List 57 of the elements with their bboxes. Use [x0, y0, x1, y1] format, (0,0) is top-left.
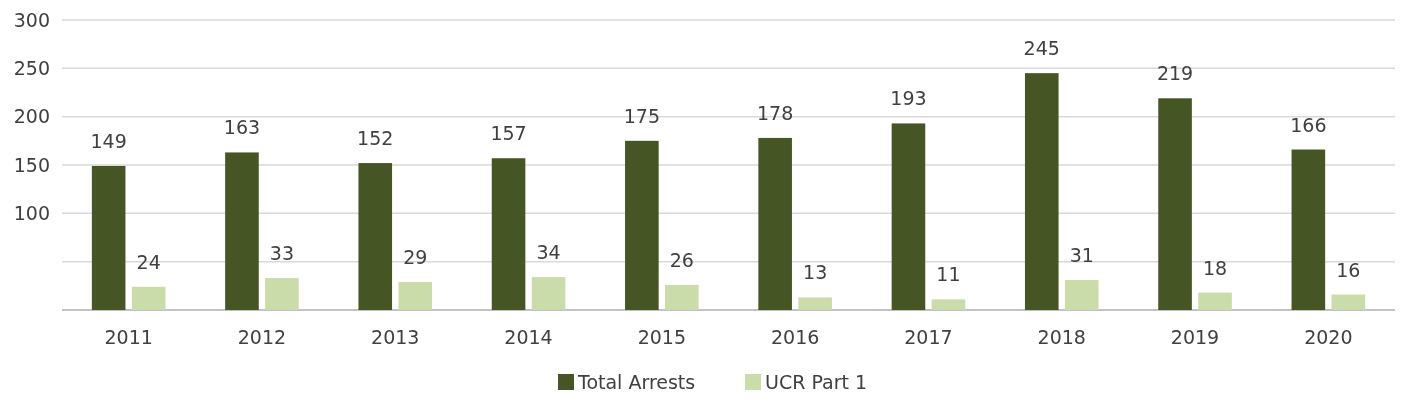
x-tick-label: 2011	[104, 326, 153, 348]
bar	[1331, 294, 1366, 310]
bar	[265, 278, 299, 310]
y-tick-label: 100	[13, 201, 50, 224]
x-tick-label: 2013	[371, 326, 420, 348]
data-label: 175	[623, 104, 660, 127]
x-tick-label: 2012	[237, 326, 287, 348]
data-label: 13	[803, 261, 828, 284]
data-label: 245	[1023, 37, 1060, 60]
x-tick-label: 2015	[637, 326, 687, 348]
bar	[1024, 73, 1059, 310]
data-label: 163	[223, 116, 261, 139]
data-label: 178	[757, 101, 794, 124]
bar	[225, 152, 259, 310]
bar	[398, 281, 433, 310]
bar	[131, 286, 166, 310]
bar	[531, 277, 566, 310]
bar	[358, 163, 393, 310]
data-label: 18	[1202, 256, 1228, 279]
data-label: 193	[890, 87, 927, 110]
data-label: 166	[1290, 113, 1327, 136]
bar	[491, 158, 526, 310]
bar	[665, 284, 699, 310]
data-label: 219	[1156, 62, 1194, 85]
data-label: 11	[936, 263, 961, 286]
data-label: 152	[357, 127, 394, 150]
y-tick-label: 250	[13, 56, 50, 79]
legend-label: UCR Part 1	[765, 370, 868, 393]
bar	[758, 137, 792, 310]
y-tick-label: 150	[13, 153, 50, 176]
bar	[1291, 149, 1326, 310]
bar	[891, 123, 926, 310]
bar	[91, 165, 126, 310]
x-tick-label: 2016	[770, 326, 820, 348]
data-label: 33	[269, 242, 295, 265]
bar	[798, 297, 832, 310]
y-tick-label: 200	[13, 105, 50, 128]
data-label: 31	[1069, 244, 1094, 267]
x-tick-label: 2017	[904, 326, 953, 348]
data-label: 157	[490, 122, 527, 145]
data-label: 149	[90, 129, 127, 152]
y-tick-label: 300	[13, 8, 50, 31]
data-label: 26	[669, 248, 694, 271]
bar	[1158, 98, 1192, 310]
data-label: 16	[1336, 258, 1361, 281]
data-label: 29	[403, 245, 428, 268]
bar	[931, 299, 966, 310]
data-label: 34	[536, 241, 561, 264]
x-tick-label: 2019	[1170, 326, 1220, 348]
bar	[1064, 280, 1099, 310]
x-tick-label: 2020	[1304, 326, 1353, 348]
x-tick-label: 2018	[1037, 326, 1086, 348]
bar	[1198, 292, 1232, 310]
legend-label: Total Arrests	[577, 370, 696, 393]
x-tick-label: 2014	[504, 326, 553, 348]
bar	[625, 140, 659, 310]
data-label: 24	[136, 250, 161, 273]
